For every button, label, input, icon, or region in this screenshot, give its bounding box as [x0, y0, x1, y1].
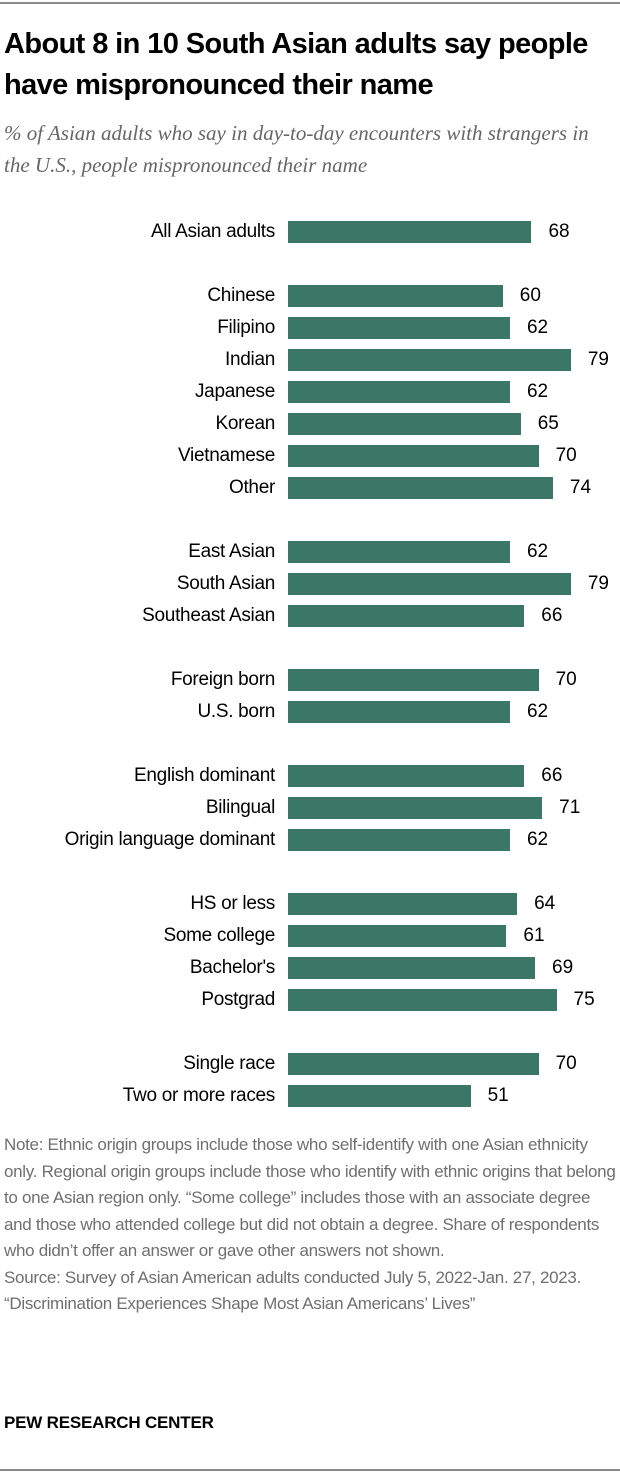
chart-row: U.S. born 62 [0, 701, 620, 723]
row-label: Other [228, 477, 275, 498]
bar [288, 605, 525, 627]
chart-row: Single race 70 [0, 1053, 620, 1075]
note-text: Note: Ethnic origin groups include those… [4, 1135, 616, 1260]
row-label: Southeast Asian [142, 605, 275, 626]
bar [288, 445, 539, 467]
chart-title: About 8 in 10 South Asian adults say peo… [4, 28, 588, 101]
bar-value-label: 79 [587, 573, 609, 594]
bar [288, 925, 507, 947]
bar [288, 669, 539, 691]
bar [288, 413, 521, 435]
chart-row: Some college 61 [0, 925, 620, 947]
row-label: Origin language dominant [64, 829, 276, 850]
row-label: Filipino [217, 317, 275, 338]
row-label: Korean [215, 413, 276, 434]
bar [288, 829, 510, 851]
bar-value-label: 70 [555, 445, 577, 466]
chart-row: South Asian 79 [0, 573, 620, 595]
bar-value-label: 51 [487, 1085, 509, 1106]
bar-value-label: 61 [523, 925, 545, 946]
row-label: East Asian [188, 541, 275, 562]
source-text: Source: Survey of Asian American adults … [4, 1267, 581, 1287]
bar-value-label: 75 [573, 989, 595, 1010]
bar-value-label: 62 [526, 541, 549, 562]
row-label: Foreign born [170, 669, 275, 690]
bar-value-label: 65 [537, 413, 559, 434]
bar-value-label: 79 [587, 349, 609, 370]
chart-row: Two or more races 51 [0, 1085, 620, 1107]
row-label: All Asian adults [150, 221, 275, 242]
bar-value-label: 66 [541, 605, 563, 626]
chart-row: Other 74 [0, 477, 620, 499]
bar-value-label: 68 [548, 221, 570, 242]
chart-row: HS or less 64 [0, 893, 620, 915]
chart-row: Chinese 60 [0, 285, 620, 307]
bar-value-label: 74 [569, 477, 592, 498]
row-label: Chinese [207, 285, 275, 306]
row-label: Japanese [194, 381, 275, 402]
chart-row: All Asian adults 68 [0, 221, 620, 243]
chart-row: Indian 79 [0, 349, 620, 371]
row-label: South Asian [176, 573, 275, 594]
bar [288, 797, 543, 819]
bar [288, 221, 532, 243]
row-label: U.S. born [197, 701, 275, 722]
row-label: Bachelor's [189, 957, 275, 978]
bar-value-label: 62 [526, 701, 549, 722]
bar [288, 957, 536, 979]
row-label: Bilingual [205, 797, 275, 818]
chart-row: Postgrad 75 [0, 989, 620, 1011]
bar-value-label: 60 [519, 285, 541, 306]
bar-value-label: 64 [534, 893, 556, 914]
bar [288, 477, 553, 499]
chart-row: Bachelor's 69 [0, 957, 620, 979]
bar [288, 1085, 471, 1107]
bar-value-label: 69 [552, 957, 574, 978]
chart-row: East Asian 62 [0, 541, 620, 563]
bar-value-label: 62 [526, 381, 549, 402]
chart-notes: Note: Ethnic origin groups include those… [4, 1132, 616, 1318]
chart-row: Korean 65 [0, 413, 620, 435]
bar-value-label: 66 [541, 765, 563, 786]
chart-row: Foreign born 70 [0, 669, 620, 691]
row-label: HS or less [190, 893, 275, 914]
top-rule [0, 2, 620, 4]
chart-row: Origin language dominant 62 [0, 829, 620, 851]
bar [288, 317, 510, 339]
bottom-rule [0, 1469, 620, 1471]
chart-row: Vietnamese 70 [0, 445, 620, 467]
row-label: Some college [163, 925, 275, 946]
bar-value-label: 71 [559, 797, 581, 818]
bar [288, 349, 571, 371]
bar [288, 381, 510, 403]
bar [288, 765, 525, 787]
bar [288, 893, 518, 915]
chart-row: Bilingual 71 [0, 797, 620, 819]
bar [288, 1053, 539, 1075]
row-label: Two or more races [122, 1085, 276, 1106]
bar [288, 701, 510, 723]
report-title: “Discrimination Experiences Shape Most A… [4, 1294, 476, 1313]
row-label: Indian [225, 349, 275, 370]
bar [288, 989, 557, 1011]
bar [288, 541, 510, 563]
chart-subtitle: % of Asian adults who say in day-to-day … [4, 121, 589, 177]
bar-value-label: 70 [555, 669, 577, 690]
chart-row: Filipino 62 [0, 317, 620, 339]
row-label: English dominant [134, 765, 275, 786]
chart-row: English dominant 66 [0, 765, 620, 787]
row-label: Single race [183, 1053, 275, 1074]
bar-value-label: 70 [555, 1053, 577, 1074]
row-label: Postgrad [201, 989, 275, 1010]
bar [288, 285, 503, 307]
bar-value-label: 62 [526, 317, 549, 338]
pew-logo-text: PEW RESEARCH CENTER [4, 1413, 214, 1432]
row-label: Vietnamese [178, 445, 275, 466]
bar [288, 573, 571, 595]
chart-row: Japanese 62 [0, 381, 620, 403]
bar-value-label: 62 [526, 829, 549, 850]
chart-row: Southeast Asian 66 [0, 605, 620, 627]
